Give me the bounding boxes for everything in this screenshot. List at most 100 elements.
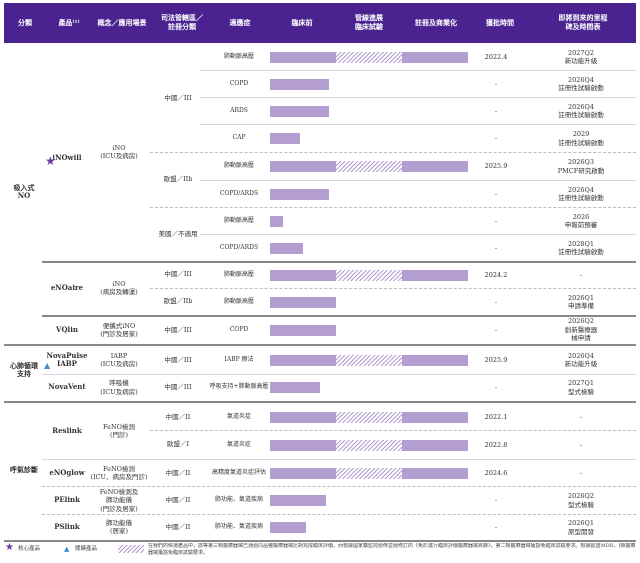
- row-divider: [42, 486, 636, 487]
- category-breath: 呼氣診斷: [10, 464, 38, 474]
- jurisdiction-cell: 中國／II: [165, 468, 191, 477]
- jurisdiction-cell: 中國／II: [165, 496, 191, 505]
- progress-bar-clinical-exempt: [336, 467, 402, 479]
- progress-bar-preclinical: [270, 51, 336, 63]
- milestone-cell: -: [579, 440, 583, 449]
- row-divider: [42, 459, 636, 460]
- jurisdiction-cell: 歐盟／I: [166, 440, 190, 449]
- row-divider: [4, 401, 636, 403]
- approval-date: -: [494, 79, 498, 88]
- progress-bar-clinical-exempt: [336, 161, 402, 172]
- legend-key: 關鍵產品: [75, 546, 98, 552]
- product-vqlin: VQlin: [56, 324, 78, 334]
- approval-date: -: [494, 106, 498, 115]
- milestone-cell: 2026Q4 註冊性試驗啟動: [558, 185, 604, 203]
- progress-bar-preclinical: [270, 439, 336, 451]
- product-inowill: iNOwill: [52, 152, 82, 162]
- table-header: 分類 產品⁽¹⁾ 概念／應用場景 司法管轄區／ 註冊分類 適應症 臨床前 管線進…: [4, 3, 636, 43]
- concept-pslink: 肺功能儀 (居家): [106, 518, 132, 536]
- jurisdiction-cell: 中國／III: [164, 93, 192, 102]
- progress-bar-preclinical: [270, 411, 336, 423]
- concept-novapulse: IABP (ICU及病房): [100, 351, 138, 369]
- progress-bar-registration: [402, 269, 468, 281]
- row-divider: [4, 344, 636, 346]
- product-novapulse: NovaPulse IABP: [46, 350, 88, 368]
- approval-date: 2022.1: [484, 412, 508, 421]
- jurisdiction-cell: 中國／III: [164, 325, 192, 334]
- header-registration: 註冊及商業化: [415, 18, 457, 27]
- indication-cell: 肺功能、氣道疾病: [214, 523, 263, 531]
- jurisdiction-cell: 中國／III: [164, 383, 192, 392]
- approval-date: 2025.9: [484, 162, 508, 171]
- milestone-cell: -: [579, 412, 583, 421]
- legend-note: 在我們的候選產品中，該等第三類醫療器械已通過同品種醫療器械比對完成臨床評價，而根…: [148, 543, 636, 556]
- product-pslink: PSlink: [54, 521, 80, 531]
- approval-date: -: [494, 297, 498, 306]
- milestone-cell: 2026Q2 型式檢驗: [567, 492, 594, 509]
- indication-cell: 呼吸支持+肺動脈高壓: [209, 383, 269, 391]
- milestone-cell: 2026 申報前預審: [564, 212, 598, 230]
- indication-cell: ARDS: [230, 106, 248, 114]
- progress-bar: [270, 382, 320, 393]
- milestone-cell: 2026Q1 原型開發: [567, 519, 594, 536]
- indication-cell: 高精度氣道炎症評估: [211, 468, 266, 476]
- approval-date: -: [494, 134, 498, 143]
- progress-bar: [270, 522, 306, 533]
- progress-bar: [270, 324, 336, 336]
- product-enoglow: eNOglow: [49, 467, 85, 477]
- row-divider: [200, 97, 636, 98]
- header-clinical: 管線進展 臨床試驗: [355, 14, 383, 31]
- jurisdiction-cell: 美國／不適用: [158, 229, 198, 238]
- legend-triangle-icon: ▲: [64, 545, 70, 553]
- jurisdiction-cell: 中國／II: [165, 412, 191, 421]
- progress-bar-preclinical: [270, 161, 336, 172]
- category-cardio: 心肺循環 支持: [10, 360, 38, 378]
- indication-cell: COPD: [229, 79, 249, 87]
- indication-cell: 肺動脈高壓: [223, 297, 254, 305]
- progress-bar: [270, 242, 303, 254]
- product-enoaire: eNOaire: [50, 282, 84, 292]
- jurisdiction-cell: 歐盟／IIb: [163, 296, 193, 305]
- row-divider: [200, 70, 636, 71]
- indication-cell: COPD/ARDS: [219, 189, 259, 197]
- progress-bar: [270, 105, 329, 117]
- approval-date: 2024.2: [484, 270, 508, 279]
- progress-bar-clinical-exempt: [336, 354, 402, 366]
- row-divider: [150, 430, 636, 431]
- milestone-cell: 2026Q4 新功能升級: [564, 351, 598, 369]
- header-jurisdiction: 司法管轄區／ 註冊分類: [161, 14, 203, 31]
- milestone-cell: 2027Q2 新功能升級: [564, 48, 598, 66]
- progress-bar-preclinical: [270, 269, 336, 281]
- milestone-cell: 2027Q1 型式檢驗: [567, 379, 594, 396]
- row-divider: [150, 152, 636, 153]
- indication-cell: 肺動脈高壓: [223, 216, 254, 224]
- row-divider: [42, 261, 636, 263]
- indication-cell: 肺動脈高壓: [223, 52, 254, 60]
- approval-date: -: [494, 325, 498, 334]
- progress-bar-registration: [402, 467, 468, 479]
- approval-date: -: [494, 243, 498, 252]
- progress-bar: [270, 296, 336, 308]
- approval-date: -: [494, 523, 498, 532]
- concept-enoaire: iNO (病房及轉運): [100, 279, 138, 297]
- milestone-cell: -: [579, 468, 583, 477]
- progress-bar-clinical-exempt: [336, 439, 402, 451]
- jurisdiction-cell: 中國／III: [164, 355, 192, 364]
- concept-inowill: iNO (ICU及病房): [100, 143, 138, 161]
- row-divider: [4, 540, 636, 542]
- indication-cell: 肺動脈高壓: [223, 270, 254, 278]
- concept-enoglow: FeNO檢測 (ICU、病房及門診): [90, 464, 148, 482]
- progress-bar-registration: [402, 161, 468, 172]
- row-divider: [200, 124, 636, 125]
- row-divider: [200, 234, 636, 235]
- row-divider: [150, 288, 636, 289]
- approval-date: -: [494, 216, 498, 225]
- milestone-cell: 2026Q4 註冊性試驗啟動: [558, 75, 604, 93]
- indication-cell: 氣道炎症: [226, 412, 251, 420]
- milestone-cell: -: [579, 270, 583, 279]
- progress-bar-preclinical: [270, 354, 336, 366]
- milestone-cell: 2026Q2 創新醫療器 械申請: [564, 317, 598, 343]
- row-divider: [42, 514, 636, 515]
- progress-bar-clinical-exempt: [336, 51, 402, 63]
- progress-bar: [270, 495, 326, 506]
